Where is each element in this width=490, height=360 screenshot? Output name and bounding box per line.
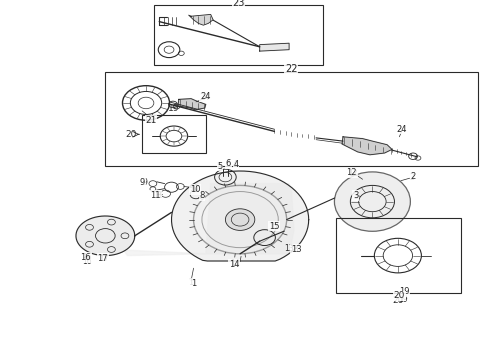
Text: 17: 17	[98, 254, 108, 263]
Text: 13: 13	[291, 245, 302, 253]
Text: 9: 9	[142, 178, 147, 187]
Text: 2: 2	[409, 173, 414, 181]
Text: 2: 2	[411, 172, 416, 181]
Polygon shape	[76, 216, 135, 256]
Polygon shape	[125, 184, 294, 256]
Bar	[142, 115, 206, 153]
Text: 3: 3	[353, 191, 358, 200]
Text: 17: 17	[99, 253, 109, 263]
Text: 24: 24	[200, 92, 211, 101]
Polygon shape	[189, 14, 213, 25]
Text: 14: 14	[229, 260, 240, 269]
Circle shape	[225, 209, 255, 230]
Polygon shape	[178, 99, 206, 110]
Polygon shape	[172, 171, 309, 261]
Text: 20: 20	[125, 130, 137, 139]
Text: 9: 9	[140, 178, 145, 187]
Text: 24: 24	[396, 125, 407, 134]
Text: 4: 4	[234, 160, 239, 168]
Text: 16: 16	[82, 256, 92, 265]
Text: 11: 11	[153, 191, 163, 199]
Text: 15: 15	[269, 222, 278, 231]
Text: 8: 8	[199, 192, 204, 200]
Text: 11: 11	[150, 191, 161, 199]
Text: 6: 6	[225, 160, 230, 169]
Polygon shape	[342, 137, 392, 155]
Bar	[105, 72, 478, 166]
Text: 21: 21	[145, 116, 157, 125]
Text: 22: 22	[285, 64, 297, 75]
Text: 5: 5	[217, 162, 221, 171]
Text: 19: 19	[399, 287, 410, 296]
Text: 24: 24	[396, 125, 407, 134]
Text: 10: 10	[189, 184, 198, 193]
Polygon shape	[260, 43, 289, 51]
Text: 5: 5	[218, 162, 222, 171]
Bar	[336, 218, 461, 293]
Text: 4: 4	[233, 160, 238, 169]
Text: 23: 23	[233, 0, 245, 8]
Text: 13: 13	[284, 244, 294, 253]
Text: 19: 19	[398, 295, 408, 304]
Text: 19: 19	[168, 104, 180, 112]
Text: 15: 15	[269, 222, 280, 231]
Text: 12: 12	[348, 169, 358, 178]
Text: 10: 10	[190, 185, 200, 194]
Text: 8: 8	[198, 192, 203, 200]
Text: 21: 21	[146, 115, 156, 124]
Text: 3: 3	[353, 192, 358, 201]
Text: 22: 22	[285, 64, 298, 74]
Text: 23: 23	[232, 0, 245, 8]
Text: 1: 1	[191, 279, 196, 288]
Text: 20: 20	[393, 292, 405, 300]
Text: 1: 1	[189, 278, 194, 287]
Text: 14: 14	[230, 259, 240, 268]
Bar	[154, 5, 323, 65]
Text: 24: 24	[199, 93, 210, 102]
Text: 12: 12	[346, 168, 357, 177]
Text: 16: 16	[80, 253, 91, 262]
Text: 16: 16	[82, 253, 92, 261]
Text: 6: 6	[226, 159, 231, 168]
Ellipse shape	[334, 172, 411, 231]
Text: 20: 20	[392, 296, 404, 305]
Text: 13: 13	[289, 245, 299, 253]
